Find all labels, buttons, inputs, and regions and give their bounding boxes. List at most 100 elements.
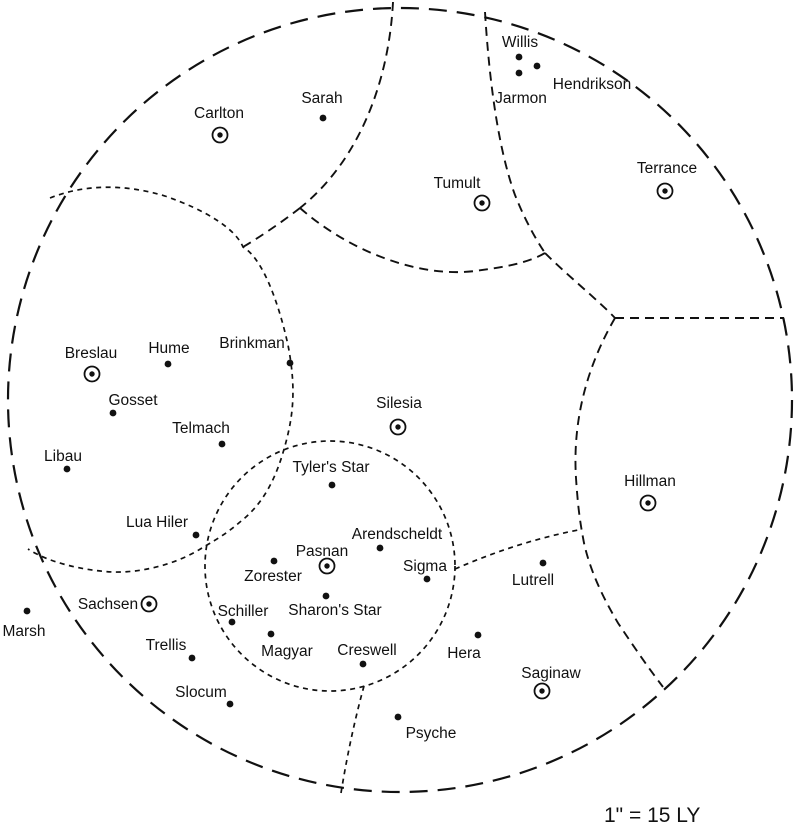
star-label: Telmach [172,420,230,437]
boundary-wedge-bottom-arc [299,207,546,274]
star-zorester: Zorester [244,557,302,585]
star-sarah: Sarah [301,90,343,122]
star-lua-hiler: Lua Hiler [126,514,200,539]
star-dot-icon [328,481,336,489]
star-dot-icon [539,559,547,567]
circled-star-marker-icon [140,595,158,613]
star-core-dot [89,371,95,377]
star-label: Sharon's Star [288,602,381,619]
star-label: Sachsen [78,596,138,613]
star-schiller: Schiller [218,603,269,626]
star-core-dot [479,200,485,206]
star-carlton: Carlton [194,105,244,144]
circled-star-marker-icon [211,126,229,144]
circled-star-marker-icon [656,182,674,200]
star-label: Terrance [637,160,697,177]
star-dot-icon [267,630,275,638]
star-libau: Libau [44,448,82,473]
star-dot-icon [23,607,31,615]
star-tyler-s-star: Tyler's Star [292,459,370,489]
star-label: Breslau [65,345,118,362]
star-label: Trellis [146,637,187,654]
star-label: Willis [502,34,538,51]
star-breslau: Breslau [65,345,118,383]
star-dot-icon [322,592,330,600]
boundary-west-ellipse-blob [27,186,294,573]
star-label: Hera [447,645,481,662]
star-creswell: Creswell [337,642,397,668]
star-label: Tumult [434,175,481,192]
star-sigma: Sigma [403,558,447,583]
star-dot-icon [319,114,327,122]
star-hera: Hera [447,631,482,662]
star-psyche: Psyche [394,713,456,742]
star-dot-icon [474,631,482,639]
star-tumult: Tumult [434,175,491,212]
star-label: Zorester [244,568,302,585]
star-hendrikson: Hendrikson [533,62,631,93]
boundary-south-divider-line [340,685,365,794]
star-dot-icon [109,409,117,417]
star-label: Saginaw [521,665,581,682]
star-dot-icon [226,700,234,708]
star-dot-icon [286,359,294,367]
star-saginaw: Saginaw [521,665,582,700]
star-pasnan: Pasnan [296,543,348,575]
star-label: Marsh [2,623,45,640]
star-label: Sarah [301,90,342,107]
star-dot-icon [423,575,431,583]
star-dot-icon [515,53,523,61]
star-dot-icon [515,69,523,77]
star-dot-icon [63,465,71,473]
star-hume: Hume [148,340,190,368]
region-boundaries [6,1,794,794]
star-core-dot [645,500,651,506]
star-label: Lutrell [512,572,554,589]
star-label: Lua Hiler [126,514,188,531]
star-telmach: Telmach [172,420,230,448]
star-magyar: Magyar [261,630,313,660]
star-dot-icon [394,713,402,721]
star-willis: Willis [502,34,538,61]
star-label: Carlton [194,105,244,122]
circled-star-marker-icon [389,418,407,436]
circled-star-marker-icon [318,557,336,575]
star-label: Brinkman [219,335,284,352]
star-dot-icon [164,360,172,368]
star-layer: Willis Hendrikson Jarmon Sarah Carlton Terran… [2,34,697,742]
star-label: Tyler's Star [292,459,369,476]
star-trellis: Trellis [146,637,196,662]
star-gosset: Gosset [108,392,158,417]
star-dot-icon [376,544,384,552]
star-core-dot [539,688,545,694]
boundary-wedge-left-extension [242,207,301,248]
star-silesia: Silesia [376,395,422,436]
map-scale-label: 1" = 15 LY [604,804,700,827]
circled-star-marker-icon [83,365,101,383]
outer-map-circle [6,6,794,794]
star-dot-icon [228,618,236,626]
star-hillman: Hillman [624,473,676,512]
star-arendscheldt: Arendscheldt [352,526,443,552]
star-label: Schiller [218,603,269,620]
star-dot-icon [359,660,367,668]
star-dot-icon [533,62,541,70]
star-label: Hume [148,340,189,357]
star-dot-icon [218,440,226,448]
star-label: Libau [44,448,82,465]
star-terrance: Terrance [637,160,697,200]
star-label: Hendrikson [553,76,631,93]
star-label: Silesia [376,395,422,412]
star-marsh: Marsh [2,607,46,640]
boundary-junction-connector [544,252,616,319]
star-sharon-s-star: Sharon's Star [288,592,382,619]
star-jarmon: Jarmon [495,69,547,107]
circled-star-marker-icon [473,194,491,212]
star-label: Creswell [337,642,396,659]
star-dot-icon [192,531,200,539]
star-label: Jarmon [495,90,547,107]
boundary-wedge-right-line [484,11,546,254]
star-label: Hillman [624,473,676,490]
boundary-lutrell-north-line [454,529,579,570]
